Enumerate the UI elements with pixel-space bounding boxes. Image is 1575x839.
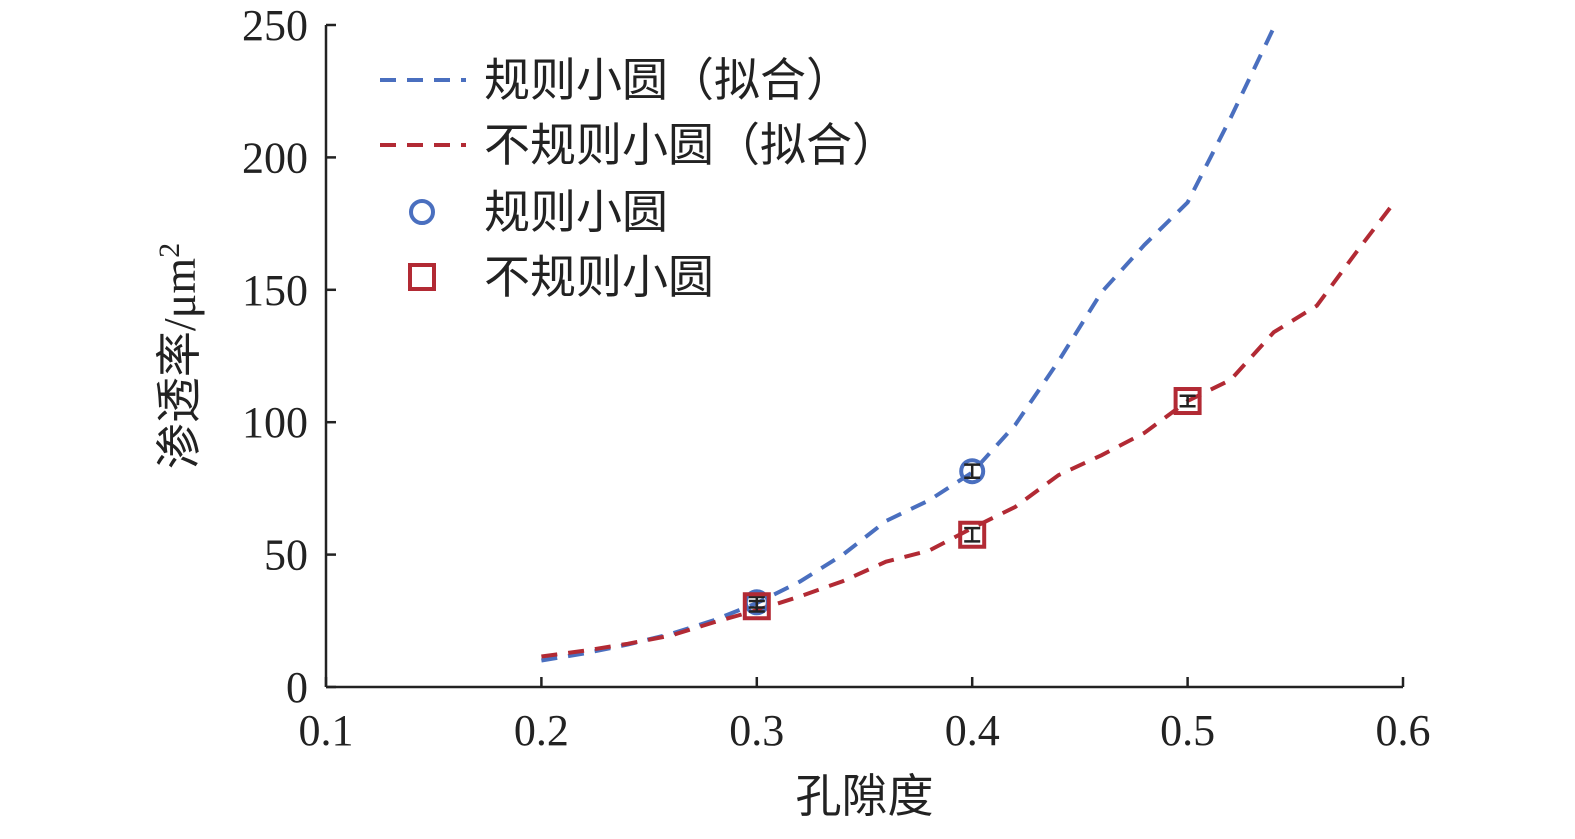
series-line-1 [541, 203, 1394, 659]
y-tick-label: 0 [286, 663, 308, 712]
legend-label: 规则小圆 [484, 187, 668, 238]
y-axis-title-sup: 2 [153, 243, 186, 258]
legend-circle-swatch [409, 199, 435, 225]
x-ticks: 0.1 0.2 0.3 0.4 0.5 0.6 [299, 677, 1431, 755]
legend-label: 规则小圆（拟合） [484, 55, 852, 106]
x-tick-label: 0.6 [1376, 706, 1431, 755]
legend-label: 不规则小圆（拟合） [484, 120, 898, 171]
data-point-square [742, 592, 771, 621]
axes: 0.1 0.2 0.3 0.4 0.5 0.6 0 50 100 150 200 250 [242, 1, 1431, 755]
legend-label: 不规则小圆 [484, 252, 714, 303]
x-tick-label: 0.3 [729, 706, 784, 755]
y-tick-label: 250 [242, 1, 308, 50]
series-layer [541, 26, 1394, 663]
x-axis-title: 孔隙度 [796, 771, 934, 822]
y-tick-label: 100 [242, 398, 308, 447]
y-axis-title: 渗透率/μm2 [153, 243, 206, 469]
x-tick-label: 0.1 [299, 706, 354, 755]
x-tick-label: 0.4 [945, 706, 1000, 755]
y-ticks: 0 50 100 150 200 250 [242, 1, 336, 712]
data-point-circle [959, 458, 986, 485]
x-tick-label: 0.5 [1160, 706, 1215, 755]
data-point-square [1173, 387, 1202, 416]
y-tick-label: 150 [242, 266, 308, 315]
y-tick-label: 200 [242, 133, 308, 182]
data-point-square [958, 520, 987, 549]
x-tick-label: 0.2 [514, 706, 569, 755]
y-tick-label: 50 [264, 531, 308, 580]
y-axis-title-main: 渗透率/μm [154, 258, 205, 469]
legend-square-swatch [408, 263, 436, 291]
